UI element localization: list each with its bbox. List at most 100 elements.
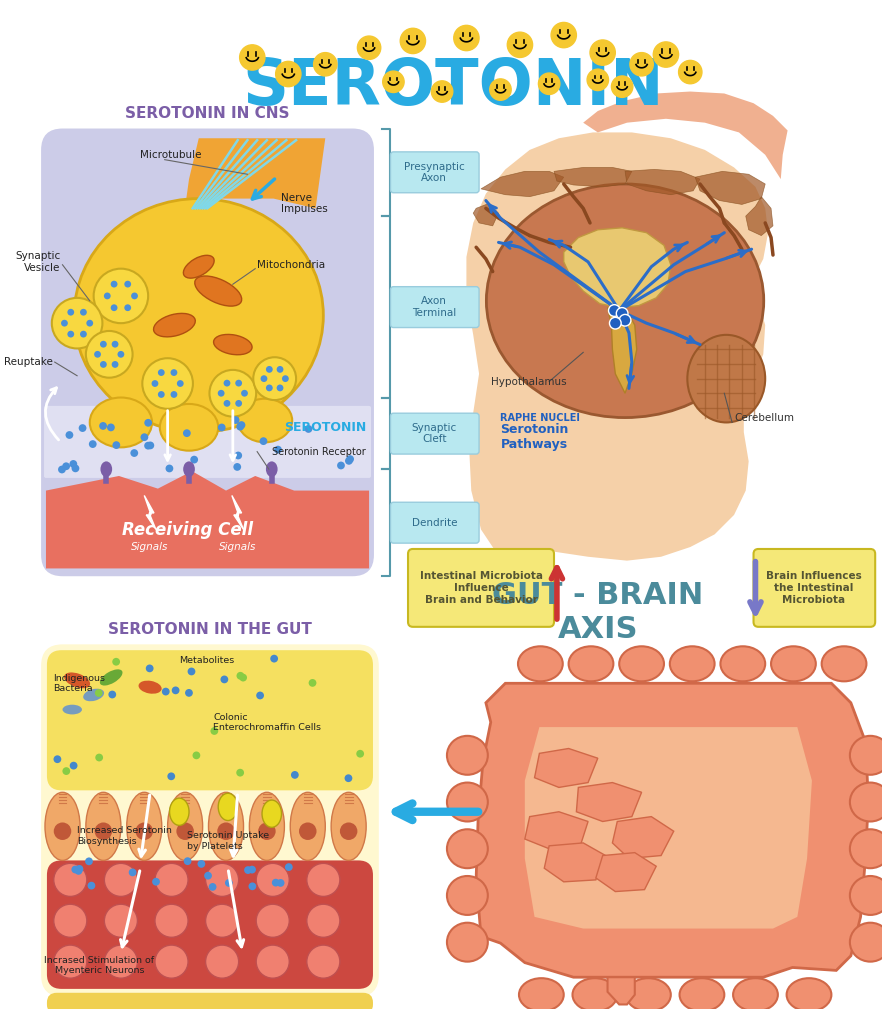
Circle shape (162, 687, 169, 696)
Circle shape (129, 869, 137, 877)
Circle shape (590, 40, 616, 65)
Circle shape (244, 866, 252, 874)
Polygon shape (46, 472, 369, 569)
Circle shape (209, 883, 216, 891)
Circle shape (678, 60, 702, 84)
FancyBboxPatch shape (41, 644, 378, 996)
Circle shape (124, 304, 131, 311)
Ellipse shape (213, 335, 252, 355)
Circle shape (236, 672, 244, 679)
Circle shape (265, 385, 273, 392)
Ellipse shape (138, 680, 161, 694)
Ellipse shape (572, 978, 617, 1012)
Circle shape (100, 361, 107, 368)
FancyBboxPatch shape (41, 129, 374, 576)
Circle shape (117, 351, 124, 358)
Ellipse shape (447, 876, 488, 915)
Circle shape (236, 768, 244, 776)
Circle shape (70, 762, 78, 769)
Circle shape (256, 945, 289, 978)
Polygon shape (695, 171, 766, 205)
Text: SEROTONIN IN THE GUT: SEROTONIN IN THE GUT (108, 622, 312, 636)
Circle shape (232, 416, 240, 424)
Ellipse shape (83, 688, 104, 701)
Ellipse shape (822, 647, 866, 681)
Circle shape (110, 304, 117, 311)
Text: Mitochondria: Mitochondria (258, 260, 325, 270)
Circle shape (198, 860, 206, 868)
Circle shape (170, 391, 177, 398)
Text: Intestinal Microbiota
Influence
Brain and Behavior: Intestinal Microbiota Influence Brain an… (420, 571, 542, 605)
Circle shape (170, 369, 177, 376)
Text: Receiving Cell: Receiving Cell (123, 521, 254, 538)
Circle shape (272, 879, 280, 887)
Circle shape (158, 369, 165, 376)
Polygon shape (525, 727, 812, 929)
Circle shape (309, 679, 317, 686)
FancyBboxPatch shape (44, 406, 371, 478)
Ellipse shape (160, 404, 218, 451)
Circle shape (136, 822, 153, 840)
Circle shape (235, 400, 242, 407)
Ellipse shape (86, 792, 121, 860)
Polygon shape (544, 843, 606, 882)
Circle shape (142, 358, 193, 409)
Ellipse shape (183, 461, 195, 477)
Text: Hypothalamus: Hypothalamus (490, 376, 566, 387)
Ellipse shape (74, 198, 324, 432)
Circle shape (52, 298, 102, 349)
Circle shape (217, 822, 235, 840)
Circle shape (183, 857, 191, 865)
Polygon shape (625, 170, 700, 194)
Circle shape (206, 863, 239, 896)
Circle shape (383, 71, 404, 92)
Circle shape (110, 280, 117, 287)
Text: Signals: Signals (131, 542, 168, 552)
Text: Nerve
Impulses: Nerve Impulses (281, 192, 328, 214)
Circle shape (206, 904, 239, 937)
Text: Metabolites: Metabolites (179, 657, 235, 665)
Circle shape (282, 375, 288, 382)
Circle shape (93, 269, 148, 323)
Circle shape (124, 280, 131, 287)
Polygon shape (596, 852, 656, 892)
FancyBboxPatch shape (753, 549, 875, 627)
Circle shape (490, 79, 512, 100)
Text: Indigenous
Bacteria: Indigenous Bacteria (53, 673, 105, 693)
Ellipse shape (519, 978, 564, 1012)
Circle shape (256, 692, 264, 700)
Text: Serotonin Uptake
by Platelets: Serotonin Uptake by Platelets (187, 832, 269, 851)
FancyBboxPatch shape (47, 860, 373, 989)
Text: Incrased Stimulation of
Myenteric Neurons: Incrased Stimulation of Myenteric Neuron… (44, 955, 154, 975)
Circle shape (206, 945, 239, 978)
Circle shape (54, 945, 86, 978)
Circle shape (291, 771, 299, 779)
Circle shape (100, 341, 107, 348)
Circle shape (71, 464, 79, 473)
Circle shape (140, 434, 148, 441)
Circle shape (75, 868, 82, 875)
Circle shape (71, 865, 79, 874)
Circle shape (166, 464, 174, 473)
Ellipse shape (250, 792, 284, 860)
Circle shape (248, 865, 256, 874)
Ellipse shape (771, 647, 816, 681)
Circle shape (237, 421, 245, 429)
Circle shape (54, 904, 86, 937)
Ellipse shape (721, 647, 766, 681)
Circle shape (277, 879, 285, 887)
Circle shape (152, 878, 160, 886)
Circle shape (67, 309, 74, 316)
Circle shape (70, 460, 78, 468)
Ellipse shape (447, 830, 488, 869)
Text: RAPHE NUCLEI: RAPHE NUCLEI (500, 412, 580, 422)
Circle shape (177, 381, 183, 387)
Ellipse shape (265, 461, 278, 477)
Ellipse shape (262, 800, 281, 828)
Circle shape (67, 330, 74, 338)
Ellipse shape (208, 792, 243, 860)
Circle shape (538, 73, 560, 94)
Circle shape (453, 26, 479, 51)
Circle shape (299, 822, 317, 840)
Circle shape (95, 754, 103, 761)
